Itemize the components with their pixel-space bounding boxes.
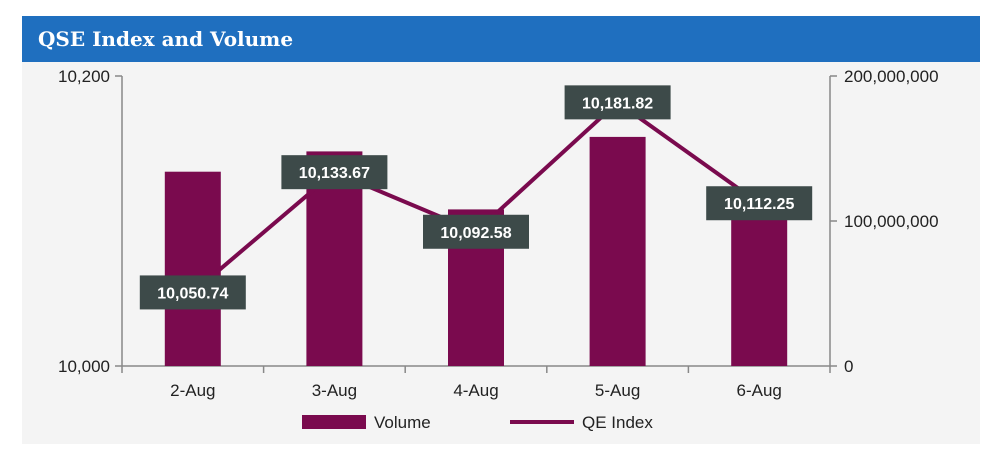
- qe-index-data-label: 10,050.74: [157, 285, 228, 302]
- y-right-tick-label: 200,000,000: [844, 67, 939, 86]
- y-left-tick-label: 10,000: [58, 357, 110, 376]
- volume-bar: [731, 203, 788, 366]
- x-tick-label: 3-Aug: [312, 381, 357, 400]
- y-right-tick-label: 0: [844, 357, 853, 376]
- x-tick-label: 4-Aug: [453, 381, 498, 400]
- y-right-tick-label: 100,000,000: [844, 212, 939, 231]
- legend-volume-label: Volume: [374, 413, 431, 432]
- qe-index-label-box: [139, 275, 246, 310]
- x-tick-label: 2-Aug: [170, 381, 215, 400]
- qe-index-label-box: [423, 214, 529, 249]
- volume-bar: [164, 171, 221, 366]
- qe-index-label-box: [706, 186, 813, 221]
- x-tick-label: 6-Aug: [737, 381, 782, 400]
- qe-index-data-label: 10,092.58: [440, 225, 511, 242]
- qe-index-data-label: 10,112.25: [724, 196, 794, 213]
- legend-volume-swatch: [302, 415, 366, 429]
- qe-index-label-box: [564, 85, 671, 120]
- legend-qe-index-label: QE Index: [582, 413, 653, 432]
- chart-title: QSE Index and Volume: [38, 27, 294, 51]
- chart-header: QSE Index and Volume: [22, 16, 980, 62]
- qe-index-data-label: 10,133.67: [299, 165, 370, 182]
- x-tick-label: 5-Aug: [595, 381, 640, 400]
- volume-bar: [589, 136, 646, 366]
- qe-index-label-box: [281, 155, 388, 190]
- y-left-tick-label: 10,200: [58, 67, 110, 86]
- qe-index-data-label: 10,181.82: [582, 95, 653, 112]
